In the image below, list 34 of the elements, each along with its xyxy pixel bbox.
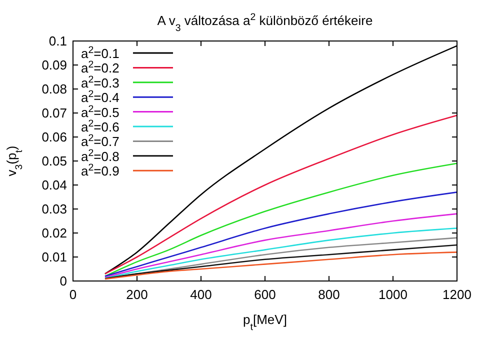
legend-label: a$^{2}$=0.8: [81, 147, 120, 164]
x-tick-label: 1000: [378, 287, 408, 302]
y-tick-label: 0.04: [42, 178, 67, 192]
legend-label: a$^{2}$=0.7: [81, 132, 120, 150]
legend-label: a$^{2}$=0.2: [81, 59, 120, 76]
x-tick-label: 0: [69, 287, 77, 302]
legend-label: a$^{2}$=0.3: [81, 74, 120, 90]
y-tick-label: 0.05: [42, 154, 67, 168]
y-tick-label: 0.06: [42, 130, 67, 144]
y-tick-label: 0.1: [48, 34, 67, 48]
x-tick-label: 400: [190, 287, 212, 302]
legend-label: a$^{2}$=0.5: [81, 103, 120, 120]
y-tick-label: 0.08: [42, 82, 67, 96]
line-series: [104, 244, 458, 280]
line-series: [104, 228, 458, 279]
x-tick-label: 600: [254, 287, 276, 302]
x-tick-label: 800: [318, 287, 340, 302]
x-axis-title: p$_{t}$[MeV]: [243, 312, 287, 332]
y-tick-label: 0: [60, 274, 67, 288]
line-series: [104, 252, 458, 280]
line-series: [104, 192, 458, 277]
y-tick-label: 0.02: [42, 226, 67, 240]
line-series: [104, 213, 458, 278]
x-tick-label: 1200: [442, 287, 472, 302]
y-tick-label: 0.01: [42, 250, 67, 264]
y-tick-label: 0.03: [42, 202, 67, 216]
y-tick-label: 0.09: [42, 58, 67, 72]
x-tick-label: 200: [126, 287, 148, 302]
chart-title: A v$_{3}$ változása a$^{2}$ különböző értékeire: [157, 12, 373, 34]
legend-label: a$^{2}$=0.9: [81, 162, 120, 179]
legend-label: a$^{2}$=0.1: [81, 44, 120, 61]
legend-label: a$^{2}$=0.6: [81, 118, 120, 134]
legend-label: a$^{2}$=0.4: [81, 88, 120, 106]
y-tick-label: 0.07: [42, 106, 67, 120]
